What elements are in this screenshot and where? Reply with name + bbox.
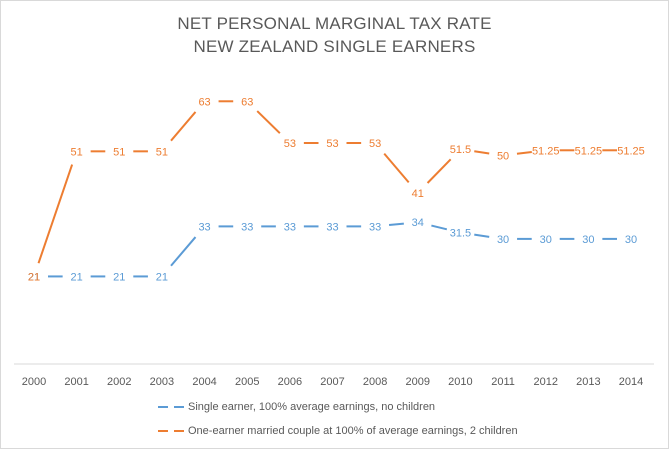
data-label: 33 — [241, 221, 253, 233]
series-line-segment — [426, 158, 452, 184]
x-tick-label: 2002 — [107, 376, 131, 388]
chart-title-line-1: NET PERSONAL MARGINAL TAX RATE — [177, 14, 492, 33]
data-label: 53 — [326, 138, 338, 150]
data-label: 41 — [412, 188, 424, 200]
legend-key-married-couple — [158, 430, 186, 432]
data-label: 34 — [412, 217, 424, 229]
data-label: 31.5 — [450, 228, 471, 240]
series-line-segment — [474, 150, 490, 155]
data-label: 21 — [28, 271, 40, 283]
legend-key-single-earner — [158, 406, 186, 408]
data-label: 30 — [497, 234, 509, 246]
data-label: 33 — [369, 221, 381, 233]
x-tick-label: 2014 — [619, 376, 643, 388]
x-axis-ticks: 2000 2001 2002 2003 2004 2005 2006 2007 2008 2009… — [22, 376, 643, 388]
data-label: 51.5 — [450, 144, 471, 156]
chart-title-line-2: NEW ZEALAND SINGLE EARNERS — [193, 37, 476, 56]
data-label: 21 — [156, 271, 168, 283]
data-label: 51.25 — [617, 145, 645, 157]
x-tick-label: 2003 — [150, 376, 174, 388]
x-tick-label: 2009 — [406, 376, 430, 388]
data-label: 30 — [540, 234, 552, 246]
legend-item-married-couple: One-earner married couple at 100% of ave… — [158, 425, 518, 437]
x-tick-label: 2008 — [363, 376, 387, 388]
x-tick-label: 2012 — [533, 376, 557, 388]
series-line-segment — [170, 236, 197, 267]
data-label: 51.25 — [532, 145, 560, 157]
data-label: 50 — [497, 151, 509, 163]
data-label: 51 — [113, 146, 125, 158]
data-label: 63 — [198, 96, 210, 108]
x-tick-label: 2000 — [22, 376, 46, 388]
series-line-segment — [516, 150, 532, 155]
x-tick-label: 2005 — [235, 376, 259, 388]
series-line-segment — [431, 224, 448, 231]
data-label: 33 — [198, 221, 210, 233]
legend-label-single-earner: Single earner, 100% average earnings, no… — [188, 401, 436, 413]
x-tick-label: 2007 — [320, 376, 344, 388]
series-married-couple: 21 51 51 51 63 63 53 53 53 41 51.5 50 51.25 51.25 51.2… — [28, 96, 645, 283]
legend-item-single-earner: Single earner, 100% average earnings, no… — [158, 401, 435, 413]
data-label: 63 — [241, 96, 253, 108]
series-line-segment — [37, 164, 74, 264]
data-label: 53 — [284, 138, 296, 150]
series-line-segment — [474, 233, 490, 238]
series-line-segment — [170, 111, 197, 142]
series-line-segment — [256, 110, 281, 134]
series-line-segment — [383, 152, 410, 184]
series-line-segment — [388, 222, 404, 227]
data-label: 21 — [28, 271, 40, 283]
x-tick-label: 2004 — [192, 376, 216, 388]
x-tick-label: 2006 — [278, 376, 302, 388]
data-label: 51 — [156, 146, 168, 158]
data-label: 21 — [113, 271, 125, 283]
data-label: 30 — [582, 234, 594, 246]
data-label: 51 — [71, 146, 83, 158]
data-label: 33 — [284, 221, 296, 233]
data-label: 21 — [71, 271, 83, 283]
x-tick-label: 2010 — [448, 376, 472, 388]
series-single-earner: 21 21 21 21 33 33 33 33 33 34 31.5 30 30 30 30 — [28, 217, 637, 283]
legend-label-married-couple: One-earner married couple at 100% of ave… — [188, 425, 518, 437]
x-tick-label: 2001 — [64, 376, 88, 388]
data-label: 30 — [625, 234, 637, 246]
chart-title: NET PERSONAL MARGINAL TAX RATE NEW ZEALA… — [0, 12, 669, 58]
data-label: 53 — [369, 138, 381, 150]
x-tick-label: 2011 — [491, 376, 515, 388]
data-label: 51.25 — [575, 145, 603, 157]
data-label: 33 — [326, 221, 338, 233]
x-tick-label: 2013 — [576, 376, 600, 388]
